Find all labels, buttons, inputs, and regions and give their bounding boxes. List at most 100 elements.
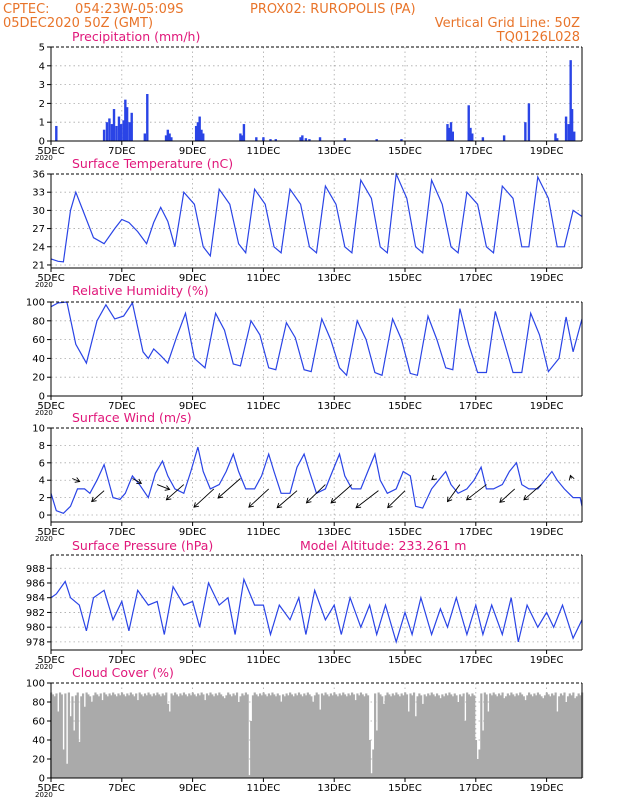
- precip-bar: [556, 138, 559, 141]
- x-tick-label-cloud: 5DEC: [37, 783, 64, 794]
- cloud-bar: [80, 696, 83, 778]
- cloud-bar: [317, 694, 320, 778]
- panel-annotation-pres: Model Altitude: 233.261 m: [300, 538, 466, 553]
- cloud-bar: [503, 698, 506, 778]
- precip-bar: [128, 122, 131, 141]
- x-tick-label-pres: 19DEC: [530, 655, 564, 666]
- precip-bar: [301, 135, 304, 141]
- x-tick-label-pres: 15DEC: [388, 655, 422, 666]
- series-line-pres: [50, 577, 583, 645]
- wind-vector-head: [568, 474, 575, 481]
- cloud-bar: [151, 696, 154, 778]
- precip-bar: [469, 127, 472, 141]
- cloud-bar: [193, 694, 196, 778]
- wind-vector: [465, 484, 487, 501]
- cloud-bar: [563, 692, 566, 778]
- x-tick-label-precip: 11DEC: [247, 146, 281, 157]
- precip-bar: [448, 127, 451, 141]
- cloud-bar: [331, 695, 334, 778]
- y-tick-label-rh: 20: [32, 373, 45, 384]
- cloud-bar: [207, 695, 210, 778]
- series-line-temp: [50, 171, 583, 263]
- cloud-bar: [434, 696, 437, 778]
- cloud-bar: [294, 693, 297, 778]
- precip-bar: [564, 116, 568, 141]
- cloud-bar: [489, 693, 492, 778]
- header-source: CPTEC:: [3, 2, 50, 17]
- x-tick-label-wind: 19DEC: [530, 527, 564, 538]
- wind-vector-head: [387, 502, 393, 509]
- cloud-bar: [276, 693, 279, 778]
- y-tick-label-temp: 24: [32, 242, 45, 253]
- wind-vector: [305, 484, 326, 504]
- cloud-bar: [451, 696, 455, 778]
- x-tick-label-temp: 9DEC: [179, 273, 206, 284]
- cloud-bar: [359, 692, 363, 778]
- cloud-bar: [474, 740, 478, 778]
- cloud-bar: [120, 692, 124, 778]
- y-tick-label-wind: 4: [39, 476, 45, 487]
- cloud-bar: [170, 693, 173, 778]
- cloud-bar: [126, 693, 129, 778]
- cloud-bar: [119, 695, 122, 778]
- cloud-bar: [545, 692, 548, 778]
- wind-vector-head: [446, 496, 453, 503]
- y-tick-label-wind: 10: [32, 424, 45, 435]
- precip-bar: [166, 129, 170, 141]
- cloud-bar: [172, 695, 175, 778]
- wind-vector-head: [164, 485, 171, 491]
- cloud-bar: [312, 702, 315, 778]
- cloud-bar: [480, 693, 483, 778]
- panel-cloud: 0 20 40 60 80 100 5DEC 7DEC 9DEC 11DEC 13DEC 15DEC 1…: [26, 665, 584, 799]
- cloud-bar: [508, 695, 511, 778]
- y-tick-label-rh: 60: [32, 335, 45, 346]
- cloud-bar: [423, 694, 426, 778]
- cloud-bar: [246, 694, 249, 778]
- wind-vector: [132, 478, 143, 485]
- precip-bar: [102, 129, 106, 141]
- cloud-bar: [101, 700, 104, 778]
- cloud-bar: [320, 693, 324, 778]
- cloud-bar: [336, 696, 340, 778]
- cloud-bar: [69, 716, 72, 778]
- precip-bar: [255, 137, 258, 141]
- cloud-bar: [458, 694, 462, 778]
- precip-bar: [130, 112, 133, 141]
- cloud-bar: [267, 693, 270, 778]
- cloud-bar: [260, 695, 263, 778]
- cloud-bar: [395, 692, 398, 778]
- cloud-bar: [161, 693, 164, 778]
- cloud-bar: [374, 693, 377, 778]
- cloud-bar: [365, 693, 368, 778]
- cloud-bar: [53, 696, 56, 778]
- cloud-bar: [62, 749, 65, 778]
- wind-vector-head: [193, 502, 199, 508]
- wind-vector-head: [74, 477, 81, 483]
- wind-vector: [157, 484, 171, 491]
- cloud-bar: [212, 696, 216, 778]
- y-tick-label-cloud: 20: [32, 755, 45, 766]
- cloud-bar: [551, 693, 554, 778]
- cloud-bar: [432, 694, 435, 778]
- y-tick-label-temp: 30: [32, 206, 45, 217]
- cloud-bar: [487, 711, 490, 778]
- cloud-bar: [274, 696, 278, 778]
- cloud-bar: [299, 694, 302, 778]
- header-station: PROX02: RUROPOLIS (PA): [250, 2, 416, 17]
- cloud-bar: [197, 693, 200, 778]
- cloud-bar: [405, 694, 409, 778]
- x-tick-label-rh: 17DEC: [459, 401, 493, 412]
- cloud-bar: [499, 695, 502, 778]
- wind-vector-shaft: [523, 484, 542, 501]
- x-tick-label-temp: 15DEC: [388, 273, 422, 284]
- wind-vector-shaft: [91, 490, 105, 502]
- cloud-bar: [512, 694, 515, 778]
- cloud-bar: [315, 692, 318, 778]
- cloud-bar: [280, 702, 283, 778]
- wind-vector-head: [330, 497, 337, 504]
- wind-vector-shaft: [447, 484, 461, 502]
- cloud-bar: [328, 696, 331, 778]
- panel-title-pres: Surface Pressure (hPa): [72, 538, 213, 553]
- precip-bar: [400, 139, 403, 141]
